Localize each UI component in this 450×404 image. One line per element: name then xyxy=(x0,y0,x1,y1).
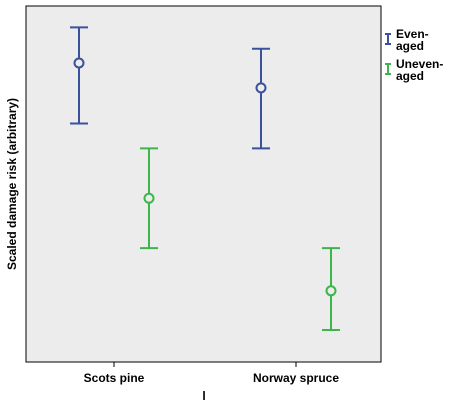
legend-label: Uneven- xyxy=(396,57,443,71)
plot-area xyxy=(25,5,382,363)
mean-marker xyxy=(73,57,85,69)
mean-marker xyxy=(325,285,337,297)
error-bar-point xyxy=(322,247,340,331)
legend-label: aged xyxy=(396,39,424,53)
mean-marker xyxy=(143,192,155,204)
error-bar-point xyxy=(70,26,88,125)
x-ticks xyxy=(113,362,297,367)
error-bar-point xyxy=(252,47,270,150)
x-axis-label: l xyxy=(202,389,205,403)
y-axis-label: Scaled damage risk (arbitrary) xyxy=(5,98,19,270)
x-tick-label: Norway spruce xyxy=(253,371,339,385)
x-tick-label: Scots pine xyxy=(84,371,145,385)
legend-label: Even- xyxy=(396,27,429,41)
mean-marker xyxy=(255,82,267,94)
legend-label: aged xyxy=(396,69,424,83)
x-tick-labels: Scots pine Norway spruce xyxy=(84,371,340,385)
legend-item: Uneven-aged xyxy=(385,57,443,83)
error-bar-point xyxy=(140,147,158,250)
chart-marks xyxy=(70,26,340,331)
legend-item: Even-aged xyxy=(385,27,429,53)
